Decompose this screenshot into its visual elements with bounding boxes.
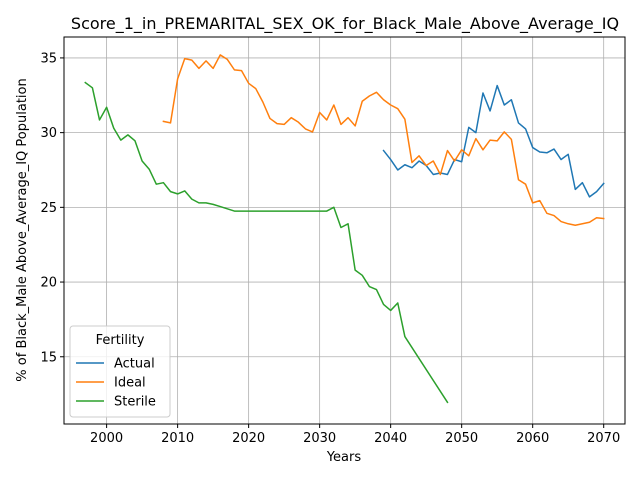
series-line-actual [382, 84, 605, 198]
chart-title: Score_1_in_PREMARITAL_SEX_OK_for_Black_M… [71, 14, 619, 34]
series-line-ideal [162, 54, 605, 227]
y-tick-label: 30 [40, 126, 57, 141]
y-axis: 15 20 25 30 35 [40, 51, 64, 365]
legend-entry-ideal: Ideal [114, 376, 146, 391]
series-group [84, 54, 605, 404]
y-tick-label: 35 [40, 51, 57, 66]
legend-title: Fertility [96, 333, 145, 348]
x-axis-label: Years [326, 450, 362, 465]
x-tick-label: 2010 [161, 431, 194, 446]
legend: Fertility Actual Ideal Sterile [69, 325, 171, 418]
legend-entry-actual: Actual [114, 357, 155, 372]
legend-entry-sterile: Sterile [114, 395, 156, 410]
plot-frame [63, 36, 626, 425]
series-line-sterile [84, 81, 449, 404]
y-tick-label: 25 [40, 201, 57, 216]
legend-box [69, 325, 171, 418]
x-tick-label: 2030 [303, 431, 336, 446]
x-tick-label: 2040 [374, 431, 407, 446]
x-tick-label: 2000 [90, 431, 123, 446]
y-tick-label: 20 [40, 276, 57, 291]
y-tick-label: 15 [40, 350, 57, 365]
x-tick-label: 2050 [445, 431, 478, 446]
x-tick-label: 2020 [232, 431, 265, 446]
y-axis-label: % of Black_Male Above_Average_IQ Populat… [15, 78, 30, 381]
x-tick-label: 2060 [516, 431, 549, 446]
x-axis: 2000 2010 2020 2030 2040 2050 2060 2070 [90, 424, 620, 446]
x-tick-label: 2070 [587, 431, 620, 446]
